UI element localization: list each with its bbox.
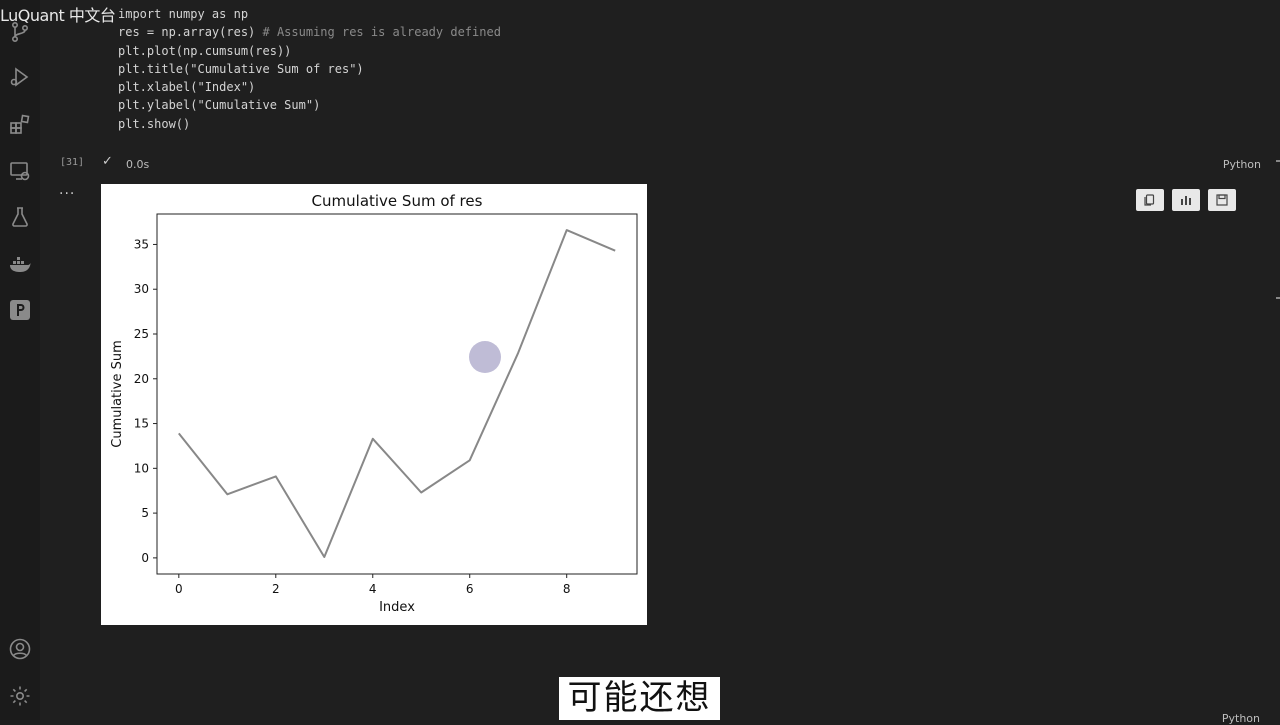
copy-icon bbox=[1143, 193, 1157, 207]
code-text: plt.ylabel("Cumulative Sum") bbox=[118, 98, 320, 112]
chart-title: Cumulative Sum of res bbox=[312, 192, 483, 210]
execution-success-check-icon: ✓ bbox=[102, 154, 113, 169]
extensions-icon[interactable] bbox=[7, 111, 33, 137]
p-extension-icon[interactable] bbox=[7, 297, 33, 323]
code-comment: # Assuming res is already defined bbox=[263, 25, 501, 39]
x-axis-label: Index bbox=[379, 600, 415, 615]
y-tick-label: 30 bbox=[134, 282, 149, 296]
code-line[interactable]: res = np.array(res) # Assuming res is al… bbox=[118, 23, 501, 41]
settings-gear-icon[interactable] bbox=[7, 683, 33, 709]
docker-icon[interactable] bbox=[7, 251, 33, 277]
channel-watermark: LuQuant 中文台 bbox=[0, 2, 115, 26]
run-debug-icon[interactable] bbox=[7, 64, 33, 90]
output-more-actions-button[interactable]: ... bbox=[59, 182, 75, 198]
y-tick-label: 20 bbox=[134, 372, 149, 386]
y-axis-label: Cumulative Sum bbox=[110, 340, 125, 448]
testing-icon[interactable] bbox=[7, 204, 33, 230]
x-tick-label: 0 bbox=[175, 582, 183, 596]
y-tick-label: 5 bbox=[141, 506, 149, 520]
next-cell-language-label[interactable]: Python bbox=[1222, 712, 1260, 725]
scrollbar-marker bbox=[1276, 297, 1280, 299]
x-tick-label: 4 bbox=[369, 582, 377, 596]
x-tick-label: 2 bbox=[272, 582, 280, 596]
code-text: res = np.array(res) bbox=[118, 25, 263, 39]
scrollbar-marker bbox=[1276, 160, 1280, 162]
activity-bar bbox=[0, 0, 40, 720]
code-line[interactable]: plt.ylabel("Cumulative Sum") bbox=[118, 96, 501, 114]
mouse-cursor-highlight bbox=[469, 341, 501, 373]
plot-output: Cumulative Sum of res Index Cumulative Sum… bbox=[101, 184, 647, 625]
cumulative-sum-line bbox=[179, 230, 615, 557]
bar-chart-icon bbox=[1179, 193, 1193, 207]
code-text: plt.show() bbox=[118, 117, 190, 131]
code-text: plt.title("Cumulative Sum of res") bbox=[118, 62, 364, 76]
code-cell-source[interactable]: import numpy as np res = np.array(res) # … bbox=[118, 5, 501, 133]
code-line[interactable]: plt.plot(np.cumsum(res)) bbox=[118, 42, 501, 60]
x-tick-label: 8 bbox=[563, 582, 571, 596]
save-output-button[interactable] bbox=[1208, 189, 1236, 211]
save-icon bbox=[1215, 193, 1229, 207]
code-line[interactable]: plt.title("Cumulative Sum of res") bbox=[118, 60, 501, 78]
y-tick-label: 35 bbox=[134, 237, 149, 251]
execution-count: [31] bbox=[60, 157, 84, 168]
execution-time: 0.0s bbox=[126, 158, 149, 171]
video-subtitle: 可能还想 bbox=[559, 677, 720, 720]
y-tick-label: 10 bbox=[134, 461, 149, 475]
cumulative-sum-chart: Cumulative Sum of res Index Cumulative Sum… bbox=[101, 184, 647, 625]
code-text: import numpy as np bbox=[118, 7, 248, 21]
code-line[interactable]: plt.show() bbox=[118, 115, 501, 133]
remote-explorer-icon[interactable] bbox=[7, 158, 33, 184]
code-text: plt.plot(np.cumsum(res)) bbox=[118, 44, 291, 58]
x-tick-label: 6 bbox=[466, 582, 474, 596]
plot-axes-frame bbox=[157, 214, 637, 574]
code-text: plt.xlabel("Index") bbox=[118, 80, 255, 94]
copy-output-button[interactable] bbox=[1136, 189, 1164, 211]
account-icon[interactable] bbox=[7, 636, 33, 662]
y-tick-label: 25 bbox=[134, 327, 149, 341]
y-tick-label: 15 bbox=[134, 417, 149, 431]
open-plot-viewer-button[interactable] bbox=[1172, 189, 1200, 211]
output-toolbar bbox=[1136, 189, 1236, 211]
cell-language-label[interactable]: Python bbox=[1223, 158, 1261, 171]
y-tick-label: 0 bbox=[141, 551, 149, 565]
code-line[interactable]: plt.xlabel("Index") bbox=[118, 78, 501, 96]
code-line[interactable]: import numpy as np bbox=[118, 5, 501, 23]
